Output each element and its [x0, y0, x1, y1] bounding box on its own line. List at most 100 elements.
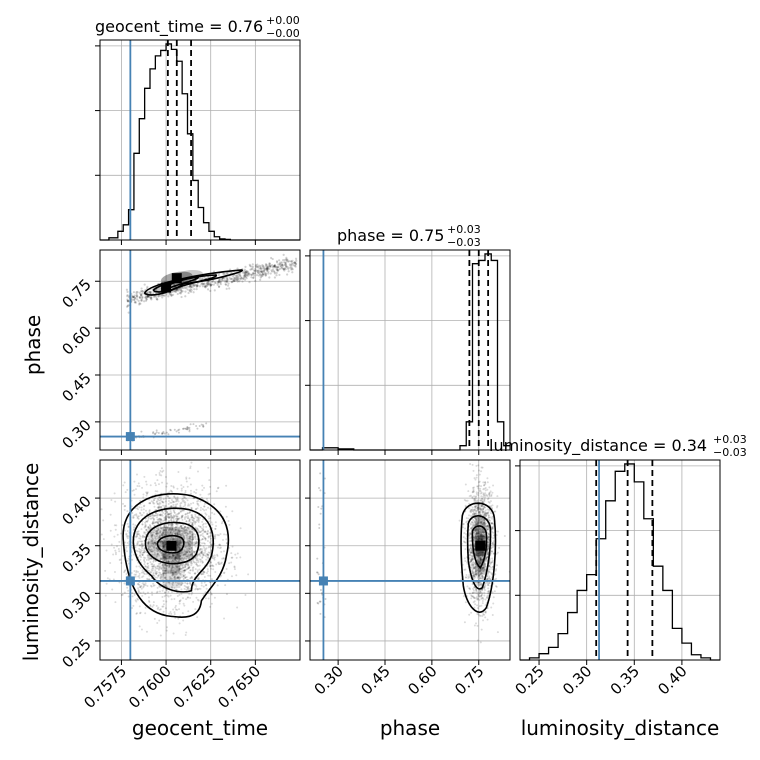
axes-frame	[99, 459, 301, 661]
sample-point	[172, 516, 175, 519]
sample-point	[211, 511, 214, 514]
sample-point	[190, 531, 193, 534]
sample-point	[93, 588, 95, 590]
sample-point	[173, 612, 176, 615]
sample-point	[470, 544, 473, 547]
sample-point	[138, 565, 141, 568]
sample-point	[169, 577, 172, 580]
sample-point	[267, 272, 270, 275]
sample-point	[218, 280, 221, 283]
sample-point	[161, 540, 164, 543]
sample-point	[209, 284, 212, 287]
sample-point	[159, 499, 162, 502]
sample-point	[236, 278, 240, 281]
sample-point	[161, 532, 164, 535]
sample-point	[171, 578, 174, 581]
sample-point	[476, 624, 479, 627]
sample-point	[480, 495, 483, 498]
sample-point	[159, 502, 162, 505]
sample-point	[188, 582, 191, 585]
sample-point	[482, 492, 485, 495]
sample-point	[153, 563, 156, 566]
sample-point	[159, 521, 162, 524]
sample-point	[488, 493, 491, 496]
sample-point	[183, 286, 186, 289]
sample-point	[159, 525, 162, 528]
sample-point	[474, 478, 477, 481]
sample-point	[463, 621, 466, 624]
sample-point	[244, 270, 247, 274]
sample-point	[153, 574, 156, 577]
sample-point	[176, 582, 179, 585]
sample-point	[250, 276, 253, 279]
sample-point	[478, 582, 481, 585]
sample-point	[475, 495, 478, 498]
sample-point	[155, 501, 158, 504]
sample-point	[479, 527, 482, 530]
sample-point	[161, 432, 164, 435]
sample-point	[177, 512, 180, 515]
sample-point	[194, 537, 197, 540]
sample-point	[161, 501, 164, 504]
sample-point	[471, 521, 474, 524]
sample-point	[194, 556, 197, 559]
sample-point	[180, 527, 183, 530]
sample-point	[464, 560, 467, 563]
sample-point	[148, 502, 151, 505]
sample-point	[174, 528, 177, 531]
sample-point	[160, 575, 163, 578]
sample-point	[155, 532, 158, 535]
sample-point	[176, 496, 179, 499]
sample-point	[174, 532, 177, 535]
sample-point	[233, 277, 236, 281]
sample-point	[218, 278, 221, 282]
sample-point	[487, 537, 490, 540]
sample-point	[207, 506, 210, 509]
sample-point	[204, 286, 207, 289]
sample-point	[482, 535, 485, 538]
sample-point	[161, 557, 164, 560]
sample-point	[165, 533, 168, 536]
sample-point	[469, 564, 472, 567]
sample-point	[491, 526, 494, 529]
sample-point	[178, 576, 181, 579]
sample-point	[190, 550, 193, 553]
sample-point	[234, 277, 237, 281]
sample-point	[254, 264, 257, 267]
axes-frame	[99, 39, 301, 241]
sample-point	[152, 514, 155, 517]
sample-point	[199, 544, 202, 547]
sample-point	[146, 512, 149, 515]
sample-point	[185, 576, 188, 579]
sample-point	[191, 549, 194, 552]
sample-point	[160, 506, 163, 509]
sample-point	[479, 573, 482, 576]
sample-point	[165, 526, 168, 529]
sample-point	[151, 550, 154, 553]
sample-point	[165, 585, 168, 588]
sample-point	[141, 594, 144, 597]
sample-point	[173, 428, 176, 431]
sample-point	[172, 569, 175, 572]
sample-point	[186, 529, 189, 532]
sample-point	[154, 553, 157, 556]
sample-point	[162, 547, 165, 550]
sample-point	[126, 586, 129, 589]
sample-point	[484, 565, 487, 568]
sample-point	[154, 570, 157, 573]
sample-point	[163, 525, 166, 528]
sample-point	[120, 562, 123, 565]
sample-point	[218, 563, 221, 566]
sample-point	[170, 598, 173, 601]
sample-point	[477, 503, 480, 506]
sample-point	[153, 551, 156, 554]
sample-point	[165, 518, 168, 521]
sample-point	[160, 518, 163, 521]
sample-point	[196, 570, 199, 573]
sample-point	[219, 510, 222, 513]
sample-point	[241, 271, 244, 274]
sample-point	[206, 553, 209, 556]
sample-point	[157, 567, 160, 570]
sample-point	[210, 561, 213, 564]
sample-point	[176, 544, 179, 547]
